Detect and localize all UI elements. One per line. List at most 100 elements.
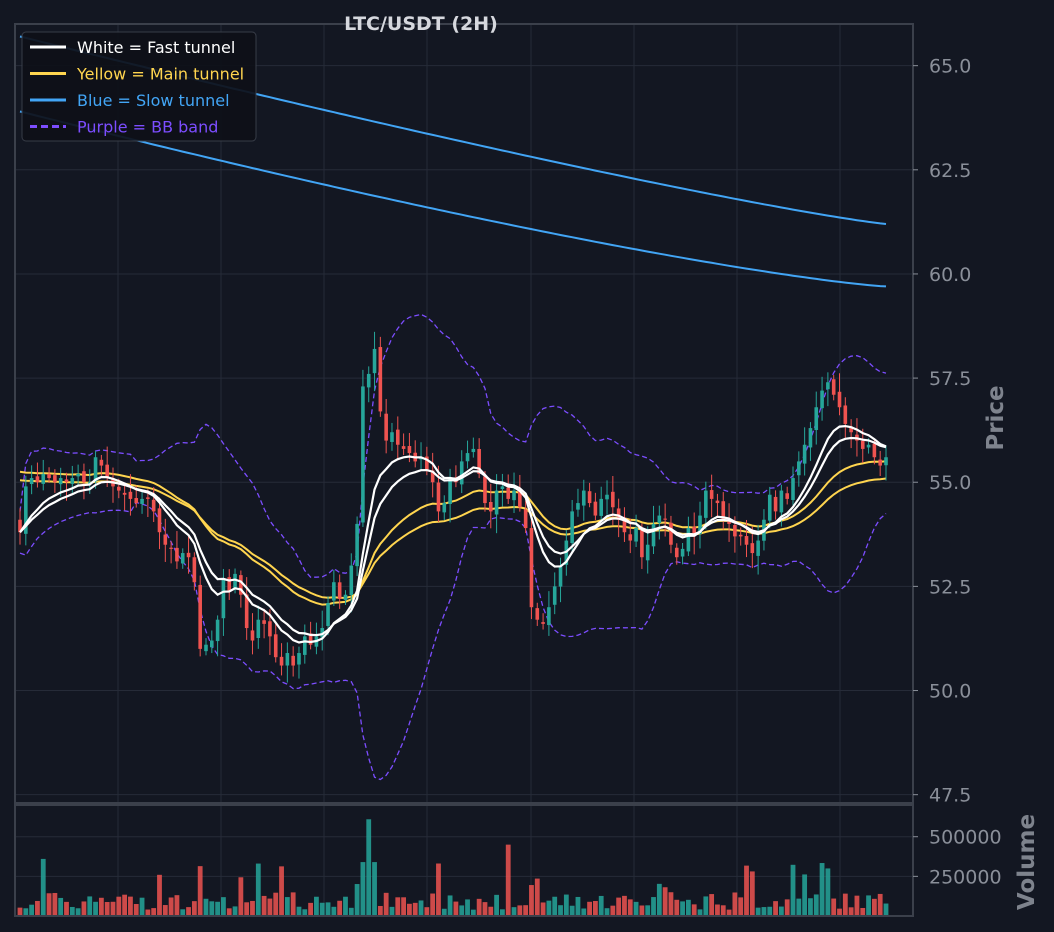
volume-bar: [802, 874, 808, 916]
volume-bar: [412, 902, 418, 916]
candle-body: [512, 490, 516, 501]
candle-body: [117, 486, 121, 491]
volume-bar: [104, 902, 110, 916]
volume-bar: [453, 901, 459, 916]
volume-bar: [366, 819, 372, 916]
volume-bar: [372, 862, 377, 916]
volume-bar: [645, 905, 651, 916]
volume-bar: [581, 908, 587, 916]
candle-body: [657, 515, 662, 524]
volume-bar: [35, 900, 40, 916]
volume-bar: [668, 892, 674, 916]
candle-body: [332, 582, 336, 601]
volume-bar: [255, 863, 261, 916]
volume-bar: [488, 906, 494, 916]
volume-bar: [133, 904, 139, 916]
candle-body: [866, 444, 871, 448]
volume-bar: [87, 896, 93, 916]
candle-body: [483, 476, 487, 504]
candle-body: [215, 619, 220, 642]
candle-body: [587, 491, 592, 504]
candle-body: [518, 489, 522, 508]
volume-bar: [622, 895, 627, 916]
volume-bar: [831, 898, 837, 916]
volume-tick-label: 500000: [929, 827, 1002, 849]
volume-bar: [98, 897, 104, 916]
candle-body: [773, 496, 778, 512]
candle-body: [384, 413, 388, 441]
volume-bar: [558, 905, 563, 916]
candle-body: [175, 547, 179, 562]
candle-body: [122, 492, 127, 495]
candle-body: [733, 525, 737, 537]
volume-bar: [354, 884, 360, 916]
volume-bar: [343, 896, 348, 916]
volume-bar: [279, 866, 284, 916]
candle-body: [93, 457, 98, 482]
candle-body: [645, 544, 650, 561]
candle-body: [24, 486, 28, 534]
legend-label: Purple = BB band: [77, 118, 218, 137]
candle-body: [471, 448, 476, 453]
volume-bar: [302, 909, 308, 916]
volume-bar: [598, 895, 604, 916]
volume-bar: [761, 907, 767, 916]
candle-body: [477, 448, 481, 474]
volume-bar: [17, 907, 23, 916]
volume-bar: [808, 898, 813, 916]
volume-bar: [122, 894, 128, 916]
volume-bar: [482, 902, 488, 916]
candle-body: [797, 461, 801, 476]
candle-body: [709, 490, 714, 499]
candle-body: [407, 446, 412, 454]
volume-bar: [680, 901, 685, 916]
candle-body: [390, 432, 394, 442]
volume-bar: [128, 896, 133, 916]
slow-tunnel-lower: [19, 110, 887, 288]
volume-bar: [773, 901, 778, 916]
chart-title: LTC/USDT (2H): [344, 13, 498, 35]
candle-body: [221, 578, 226, 619]
volume-bar: [273, 892, 279, 916]
candle-body: [651, 523, 656, 547]
candle-body: [465, 453, 470, 462]
candle-body: [448, 478, 452, 504]
volume-bar: [767, 906, 773, 916]
candle-body: [297, 653, 301, 665]
volume-bar: [715, 904, 720, 916]
volume-bar: [662, 887, 668, 916]
candle-body: [826, 382, 830, 390]
volume-bar: [145, 909, 151, 916]
candle-body: [814, 407, 819, 430]
candle-body: [488, 501, 493, 512]
volume-bar: [860, 907, 866, 916]
volume-bars: [17, 819, 889, 916]
candle-body: [628, 534, 633, 541]
volume-bar: [639, 905, 645, 916]
candle-body: [744, 536, 749, 545]
candle-body: [622, 517, 627, 533]
volume-bar: [377, 905, 383, 916]
candle-body: [35, 476, 40, 483]
candle-body: [727, 520, 731, 524]
candle-body: [268, 621, 272, 637]
volume-bar: [523, 905, 529, 916]
candle-body: [837, 391, 842, 408]
volume-bar: [575, 896, 581, 916]
candle-body: [128, 491, 133, 499]
candle-body: [634, 528, 638, 542]
volume-bar: [215, 901, 221, 916]
candle-body: [611, 491, 615, 508]
volume-bar: [552, 896, 558, 916]
volume-bar: [232, 906, 238, 916]
candle-body: [256, 619, 261, 638]
volume-bar: [837, 908, 842, 916]
volume-bar: [744, 865, 749, 916]
volume-bar: [244, 902, 250, 916]
volume-bar: [627, 899, 633, 916]
candle-body: [186, 552, 191, 558]
candle-body: [349, 565, 354, 595]
candle-body: [843, 405, 848, 424]
volume-bar: [749, 871, 755, 916]
